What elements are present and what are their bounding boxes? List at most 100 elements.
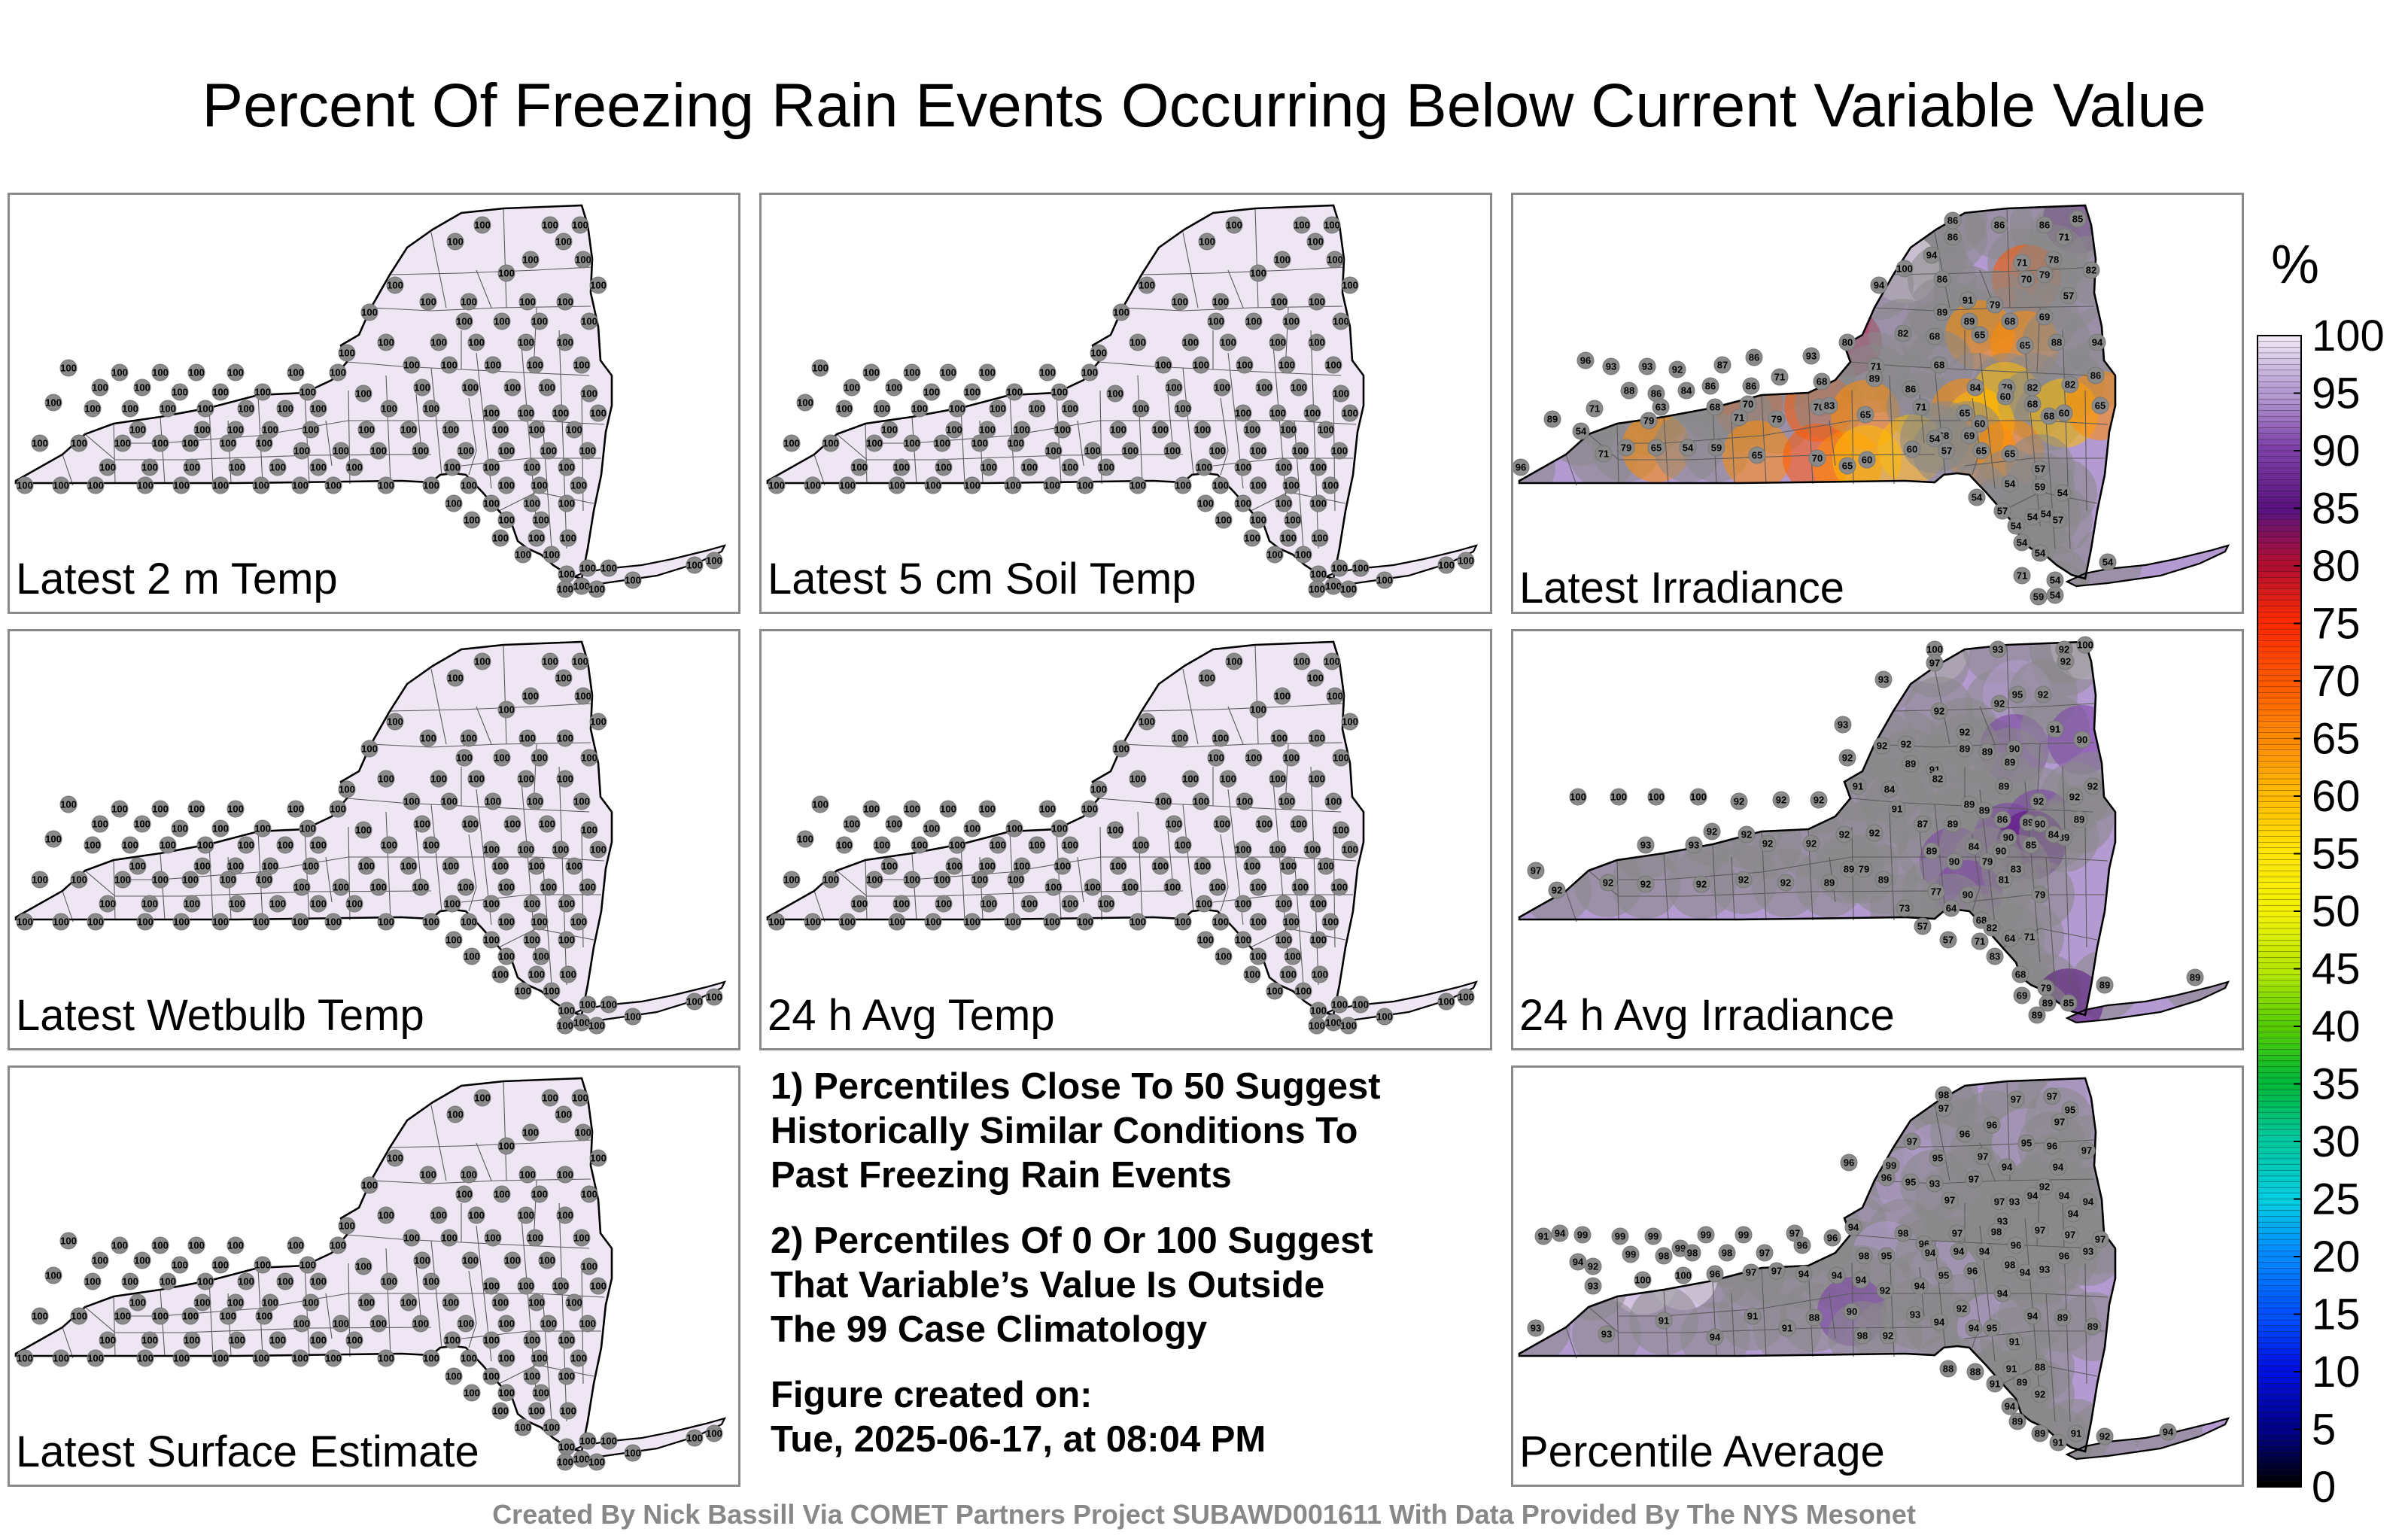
svg-text:100: 100 [229,462,245,473]
svg-text:60: 60 [1907,444,1917,455]
svg-text:100: 100 [152,1240,169,1251]
station-marker: 100 [369,878,388,896]
station-marker: 82 [1894,324,1912,342]
station-marker: 100 [171,383,189,401]
station-marker: 83 [2007,860,2025,878]
svg-text:82: 82 [1987,923,1997,934]
svg-text:100: 100 [1193,796,1209,807]
svg-text:54: 54 [2011,521,2022,532]
station-marker: 100 [1284,511,1302,529]
station-marker: 84 [2045,825,2063,843]
station-marker: 100 [978,857,996,875]
station-marker: 100 [1341,840,1359,859]
station-marker: 100 [1013,857,1031,875]
station-marker: 100 [1279,965,1297,983]
svg-text:71: 71 [2024,932,2035,943]
svg-text:59: 59 [2035,482,2045,493]
station-marker: 94 [2079,1193,2097,1211]
station-marker: 100 [1291,442,1309,460]
svg-text:100: 100 [423,480,439,491]
svg-text:100: 100 [542,220,558,231]
station-marker: 100 [933,871,951,889]
svg-text:100: 100 [923,823,940,834]
station-marker: 100 [1324,792,1342,810]
station-marker: 100 [532,511,550,529]
station-marker: 100 [467,770,485,788]
station-marker: 92 [1730,792,1748,810]
station-marker: 100 [1225,652,1243,670]
svg-text:100: 100 [949,403,965,415]
svg-text:100: 100 [1051,387,1068,398]
station-marker: 100 [1303,840,1321,859]
station-marker: 100 [183,458,201,476]
station-marker: 100 [570,913,588,931]
station-marker: 100 [276,836,294,854]
svg-text:100: 100 [310,1335,327,1346]
station-marker: 89 [1543,410,1561,428]
station-marker: 100 [1290,378,1308,397]
svg-text:100: 100 [456,752,473,764]
svg-text:100: 100 [355,388,372,400]
svg-text:100: 100 [492,969,509,980]
station-marker: 78 [2045,251,2063,269]
svg-text:100: 100 [625,575,641,586]
svg-text:100: 100 [539,1255,555,1266]
svg-text:100: 100 [325,916,342,928]
station-marker: 100 [1457,552,1475,570]
svg-text:100: 100 [310,462,327,473]
svg-text:91: 91 [2006,1363,2017,1375]
svg-text:100: 100 [1342,844,1358,856]
svg-text:96: 96 [1960,1129,1970,1140]
station-marker: 65 [2001,445,2019,463]
svg-text:100: 100 [1352,563,1369,574]
svg-text:70: 70 [1812,453,1823,464]
station-marker: 97 [1926,654,1944,672]
svg-text:100: 100 [122,403,138,415]
svg-text:84: 84 [1970,382,1981,394]
station-marker: 54 [1968,488,1986,506]
svg-text:100: 100 [1236,360,1253,371]
svg-text:100: 100 [1110,861,1126,872]
svg-text:100: 100 [1250,951,1266,962]
note-line: 2) Percentiles Of 0 Or 100 Suggest [771,1220,1373,1261]
svg-text:100: 100 [458,1318,474,1330]
svg-text:100: 100 [1208,316,1224,327]
svg-text:99: 99 [1648,1231,1659,1242]
station-marker: 100 [31,1307,49,1325]
svg-text:100: 100 [333,1318,349,1330]
station-marker: 100 [1309,458,1327,476]
svg-text:100: 100 [518,1210,534,1221]
svg-text:100: 100 [45,397,62,409]
svg-text:100: 100 [1164,445,1181,457]
svg-text:100: 100 [863,804,880,815]
station-marker: 100 [822,434,840,452]
svg-text:100: 100 [1291,819,1307,830]
station-marker: 60 [1971,415,1989,433]
svg-text:100: 100 [1376,1011,1393,1023]
colorbar-tick: 40 [2312,1002,2361,1051]
station-marker: 95 [2008,685,2026,704]
svg-text:100: 100 [1039,804,1056,815]
station-marker: 92 [1584,1257,1602,1275]
svg-text:100: 100 [1220,337,1236,348]
colorbar-tick: 85 [2312,485,2361,533]
svg-text:89: 89 [1926,846,1937,857]
station-marker: 100 [482,1367,500,1385]
svg-text:100: 100 [1325,1017,1342,1029]
svg-text:100: 100 [430,774,447,785]
svg-text:100: 100 [1324,656,1340,667]
svg-text:69: 69 [2017,990,2027,1002]
svg-text:100: 100 [253,916,269,928]
station-marker: 100 [16,476,34,494]
station-marker: 86 [2036,216,2054,234]
station-marker: 94 [1852,1271,1870,1289]
svg-text:100: 100 [414,819,430,830]
station-marker: 100 [403,356,421,374]
svg-text:100: 100 [588,1020,605,1032]
station-marker: 98 [1683,1244,1701,1262]
svg-text:100: 100 [188,367,205,378]
svg-text:100: 100 [462,819,479,830]
svg-text:100: 100 [560,1406,576,1417]
svg-text:100: 100 [381,1276,397,1287]
